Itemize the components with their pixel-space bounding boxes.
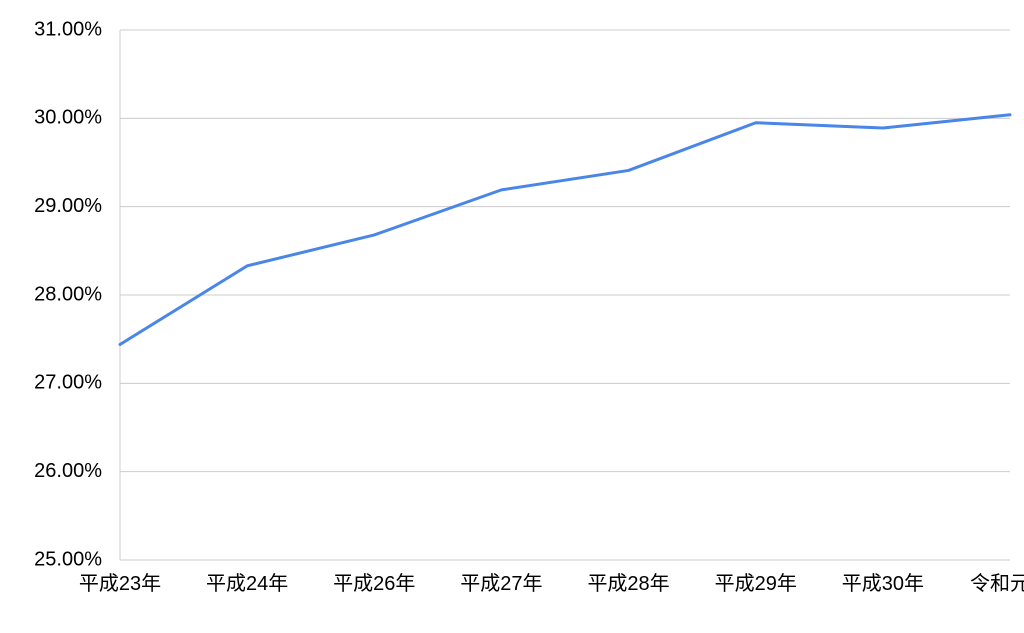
y-tick-label: 31.00% xyxy=(34,18,102,40)
chart-svg: 25.00% 26.00% 27.00% 28.00% 29.00% 30.00% 31.0… xyxy=(0,0,1024,633)
x-tick-label: 平成30年 xyxy=(842,572,924,595)
x-tick-label: 平成23年 xyxy=(79,572,161,595)
y-tick-label: 28.00% xyxy=(34,283,102,305)
y-tick-label: 29.00% xyxy=(34,195,102,217)
x-tick-label: 令和元年 xyxy=(970,572,1024,595)
x-tick-label: 平成28年 xyxy=(587,572,669,595)
x-tick-label: 平成29年 xyxy=(715,572,797,595)
y-tick-label: 27.00% xyxy=(34,372,102,394)
y-tick-label: 25.00% xyxy=(34,548,102,570)
chart-background xyxy=(0,0,1024,633)
y-tick-label: 26.00% xyxy=(34,460,102,482)
x-tick-label: 平成27年 xyxy=(460,572,542,595)
line-chart: 25.00% 26.00% 27.00% 28.00% 29.00% 30.00% 31.0… xyxy=(0,0,1024,633)
x-tick-label: 平成26年 xyxy=(333,572,415,595)
x-tick-label: 平成24年 xyxy=(206,572,288,595)
y-tick-label: 30.00% xyxy=(34,107,102,129)
